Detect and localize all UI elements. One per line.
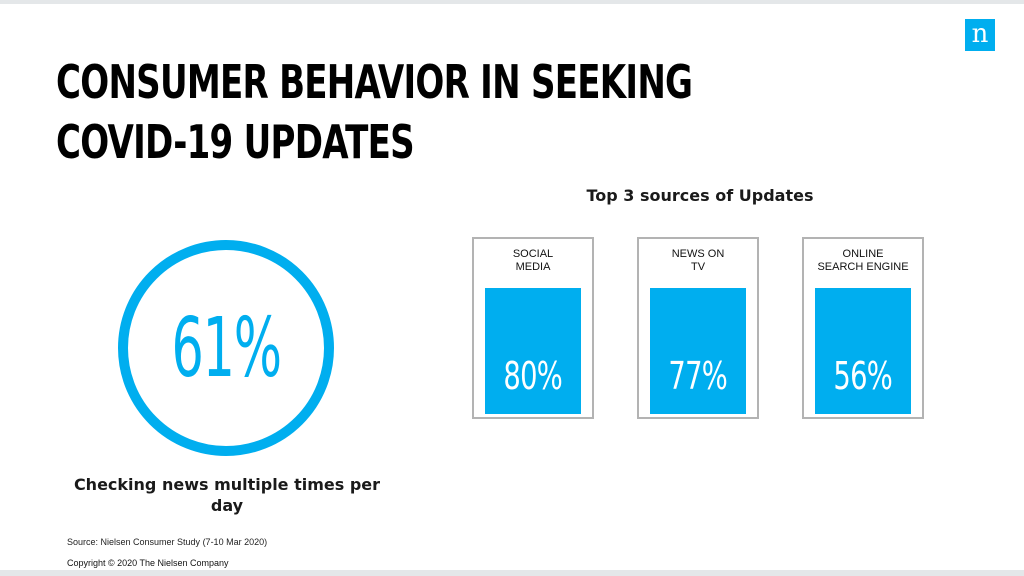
slide-title-line-2: COVID-19 UPDATES: [56, 115, 415, 169]
source-bar: [815, 288, 911, 414]
source-bar: [485, 288, 581, 414]
nielsen-logo-icon: n: [965, 19, 995, 51]
copyright-note: Copyright © 2020 The Nielsen Company: [67, 558, 229, 568]
source-card-label: NEWS ON TV: [671, 248, 725, 273]
source-note: Source: Nielsen Consumer Study (7-10 Mar…: [67, 537, 268, 547]
source-value-label: 56%: [833, 354, 893, 398]
slide-title: CONSUMER BEHAVIOR IN SEEKING COVID-19 UP…: [56, 52, 693, 172]
slide-title-line-1: CONSUMER BEHAVIOR IN SEEKING: [56, 55, 693, 109]
stat-caption: Checking news multiple times per day: [73, 475, 381, 515]
source-card-label: SOCIAL MEDIA: [512, 248, 554, 273]
source-value-label: 77%: [668, 354, 728, 398]
stat-value: 61%: [171, 300, 282, 396]
slide: n CONSUMER BEHAVIOR IN SEEKING COVID-19 …: [0, 4, 1024, 570]
source-value-label: 80%: [503, 354, 563, 398]
source-bar: [650, 288, 746, 414]
source-card-label: ONLINE SEARCH ENGINE: [817, 248, 909, 273]
source-card-3: ONLINE SEARCH ENGINE 56%: [802, 237, 924, 419]
chart-title: Top 3 sources of Updates: [586, 186, 814, 205]
source-card-2: NEWS ON TV 77%: [637, 237, 759, 419]
stat-ring: [118, 240, 334, 456]
source-card-1: SOCIAL MEDIA 80%: [472, 237, 594, 419]
